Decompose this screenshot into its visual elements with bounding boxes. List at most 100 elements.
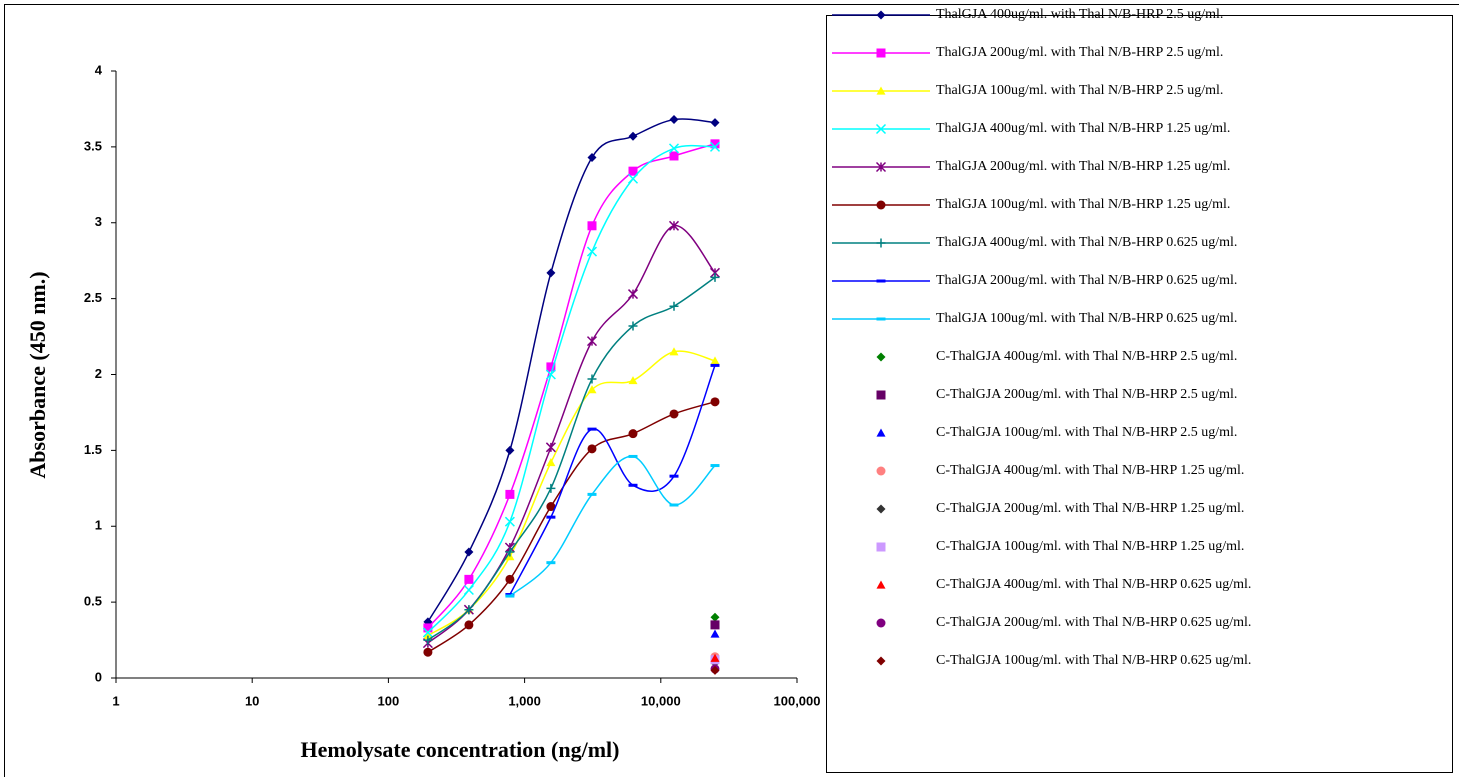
data-point xyxy=(710,464,720,468)
legend-marker xyxy=(876,618,886,628)
data-point xyxy=(709,141,721,152)
data-point xyxy=(546,362,556,372)
legend-marker xyxy=(876,200,886,210)
data-point xyxy=(423,631,433,640)
legend-marker xyxy=(876,352,886,362)
series-line xyxy=(427,276,716,641)
data-point xyxy=(423,635,433,645)
y-tick-label: 0.5 xyxy=(84,594,102,609)
data-point xyxy=(587,374,597,384)
data-point xyxy=(669,347,679,356)
data-point xyxy=(668,220,680,231)
series-line xyxy=(509,365,716,595)
data-point xyxy=(423,647,433,657)
legend-marker xyxy=(876,48,886,58)
legend-marker xyxy=(876,10,886,20)
data-point xyxy=(546,268,556,278)
series-line xyxy=(427,118,716,623)
data-point xyxy=(628,429,638,439)
data-point xyxy=(628,321,638,331)
data-point xyxy=(464,574,474,584)
data-point xyxy=(464,620,474,630)
data-point xyxy=(669,503,679,507)
data-point xyxy=(710,139,720,149)
y-tick-label: 1.5 xyxy=(84,442,102,457)
x-tick-label: 1 xyxy=(112,693,119,708)
chart-frame xyxy=(4,4,1459,777)
legend-label: ThalGJA 100ug/ml. with Thal N/B-HRP 1.25… xyxy=(936,197,1230,212)
data-point xyxy=(504,516,515,527)
data-point xyxy=(587,385,597,394)
legend-label: C-ThalGJA 400ug/ml. with Thal N/B-HRP 0.… xyxy=(936,577,1251,592)
data-point xyxy=(505,594,515,598)
legend-marker xyxy=(876,390,886,400)
legend-label: ThalGJA 400ug/ml. with Thal N/B-HRP 1.25… xyxy=(936,121,1230,136)
x-tick-label: 1,000 xyxy=(508,693,541,708)
data-point xyxy=(545,442,556,453)
legend-marker xyxy=(876,317,886,321)
y-tick-label: 2 xyxy=(95,366,102,381)
data-point xyxy=(627,289,639,300)
legend-marker xyxy=(876,542,886,552)
data-point xyxy=(545,369,556,380)
x-tick-label: 100 xyxy=(378,693,400,708)
data-point xyxy=(587,427,597,431)
data-point xyxy=(546,483,556,493)
y-tick-label: 1 xyxy=(95,518,102,533)
legend-box xyxy=(826,15,1453,773)
data-point xyxy=(710,620,720,630)
legend-label: ThalGJA 400ug/ml. with Thal N/B-HRP 0.62… xyxy=(936,235,1237,250)
y-axis-title: Absorbance (450 nm.) xyxy=(25,271,50,478)
data-point xyxy=(587,221,597,231)
x-tick-label: 10 xyxy=(245,693,259,708)
x-axis-title: Hemolysate concentration (ng/ml) xyxy=(301,737,620,762)
data-point xyxy=(669,151,679,161)
legend-label: C-ThalGJA 100ug/ml. with Thal N/B-HRP 1.… xyxy=(936,539,1244,554)
legend-marker xyxy=(875,161,887,173)
data-point xyxy=(710,397,720,407)
data-point xyxy=(422,627,433,638)
legend-marker xyxy=(876,580,886,589)
legend-label: C-ThalGJA 200ug/ml. with Thal N/B-HRP 1.… xyxy=(936,501,1244,516)
data-point xyxy=(586,336,598,347)
legend-label: ThalGJA 200ug/ml. with Thal N/B-HRP 2.5 … xyxy=(936,45,1223,60)
data-point xyxy=(710,363,720,367)
legend-label: ThalGJA 100ug/ml. with Thal N/B-HRP 0.62… xyxy=(936,311,1237,326)
data-point xyxy=(710,118,720,128)
data-point xyxy=(669,474,679,478)
series-line xyxy=(427,144,716,633)
data-point xyxy=(628,166,638,176)
legend-label: C-ThalGJA 400ug/ml. with Thal N/B-HRP 1.… xyxy=(936,463,1244,478)
legend-label: ThalGJA 400ug/ml. with Thal N/B-HRP 2.5 … xyxy=(936,7,1223,22)
legend-marker xyxy=(876,656,886,666)
legend-label: C-ThalGJA 100ug/ml. with Thal N/B-HRP 0.… xyxy=(936,653,1251,668)
data-point xyxy=(587,152,597,162)
data-point xyxy=(464,605,474,615)
legend-marker xyxy=(875,123,887,135)
data-point xyxy=(710,356,720,365)
series-line xyxy=(427,350,716,637)
data-point xyxy=(587,492,597,496)
data-point xyxy=(587,444,597,454)
x-tick-label: 100,000 xyxy=(774,693,821,708)
legend-label: C-ThalGJA 200ug/ml. with Thal N/B-HRP 2.… xyxy=(936,387,1237,402)
data-point xyxy=(710,629,720,638)
data-point xyxy=(546,458,556,467)
y-tick-label: 3 xyxy=(95,214,102,229)
data-point xyxy=(710,272,720,282)
data-point xyxy=(505,547,515,557)
legend-marker xyxy=(876,86,886,95)
data-point xyxy=(627,173,639,184)
legend-label: ThalGJA 200ug/ml. with Thal N/B-HRP 0.62… xyxy=(936,273,1237,288)
data-point xyxy=(710,653,720,662)
data-point xyxy=(668,143,680,154)
data-point xyxy=(628,483,638,487)
data-point xyxy=(505,593,515,597)
data-point xyxy=(463,584,474,596)
legend-label: ThalGJA 200ug/ml. with Thal N/B-HRP 1.25… xyxy=(936,159,1230,174)
legend-marker xyxy=(876,428,886,437)
data-point xyxy=(669,115,679,125)
data-point xyxy=(628,131,638,141)
data-point xyxy=(710,665,720,675)
